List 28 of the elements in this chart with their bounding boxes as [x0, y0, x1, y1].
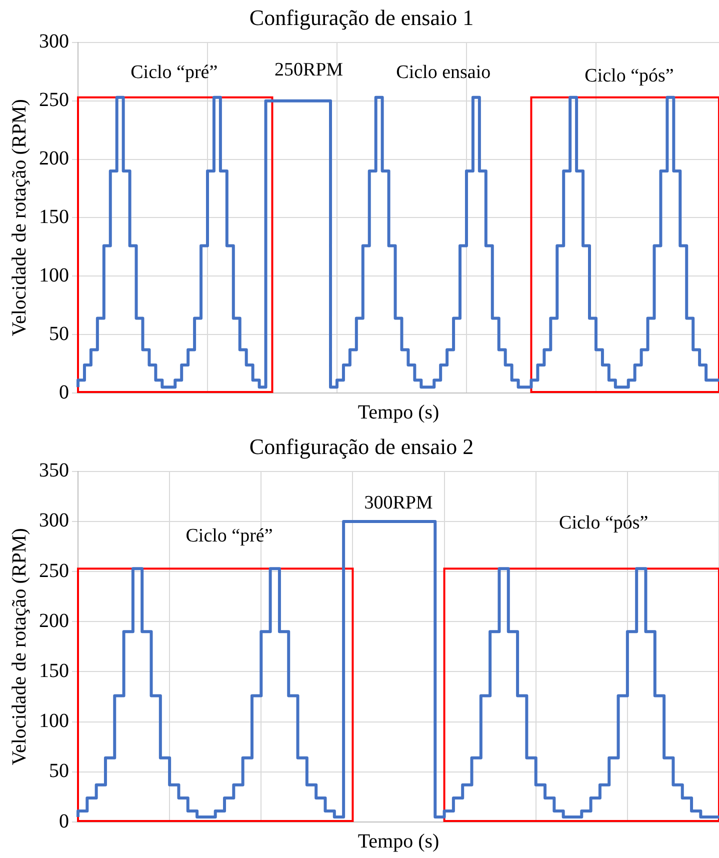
x-axis-title: Tempo (s): [358, 401, 440, 424]
annotation: Ciclo “pós”: [584, 65, 674, 86]
annotation: Ciclo “pré”: [130, 62, 218, 83]
y-tick-label: 150: [39, 206, 69, 228]
annotation: Ciclo ensaio: [396, 62, 491, 83]
y-tick-label: 50: [49, 322, 69, 345]
y-tick-label: 350: [39, 460, 69, 482]
chart-title: Configuração de ensaio 1: [249, 4, 474, 30]
y-tick-label: 0: [59, 810, 69, 832]
annotation: Ciclo “pré”: [186, 526, 273, 547]
y-tick-label: 50: [49, 760, 69, 782]
y-tick-label: 250: [39, 560, 69, 582]
y-tick-label: 100: [39, 264, 69, 286]
y-tick-label: 100: [39, 710, 69, 732]
annotation: 300RPM: [364, 492, 433, 514]
y-axis-title: Velocidade de rotação (RPM): [8, 99, 30, 336]
y-tick-label: 0: [59, 381, 69, 404]
y-axis-title: Velocidade de rotação (RPM): [8, 528, 30, 766]
y-tick-label: 300: [39, 510, 69, 532]
y-tick-label: 250: [39, 89, 69, 112]
y-tick-label: 300: [39, 30, 69, 53]
y-tick-label: 200: [39, 148, 69, 170]
annotation: Ciclo “pós”: [559, 512, 648, 534]
annotation: 250RPM: [274, 59, 344, 80]
y-tick-label: 200: [39, 610, 69, 632]
chart-title: Configuração de ensaio 2: [249, 434, 474, 459]
x-axis-title: Tempo (s): [358, 830, 440, 852]
y-tick-label: 150: [39, 660, 69, 682]
